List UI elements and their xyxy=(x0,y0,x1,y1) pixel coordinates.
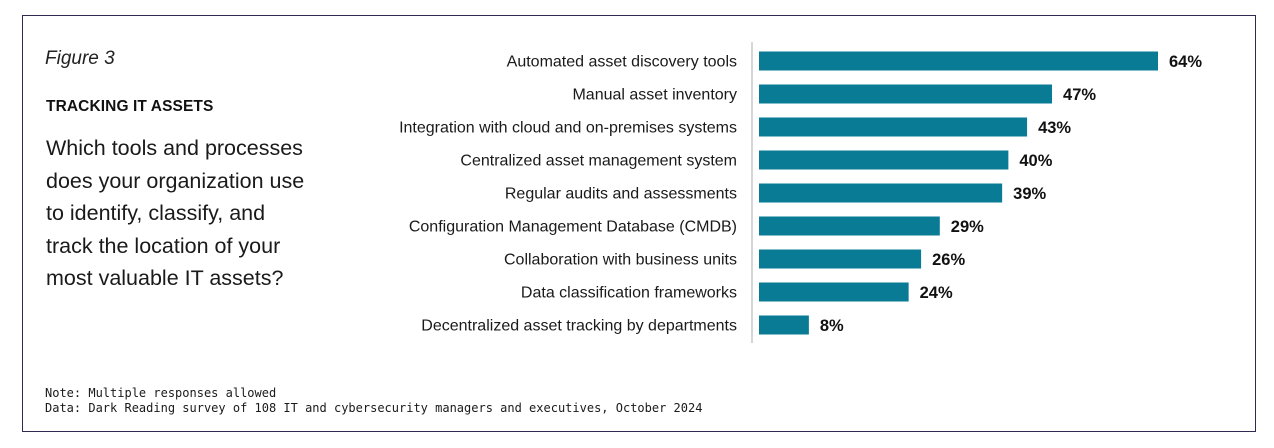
survey-question: Which tools and processes does your orga… xyxy=(46,132,356,295)
footnotes: Note: Multiple responses allowed Data: D… xyxy=(45,386,702,416)
category-label: Centralized asset management system xyxy=(460,153,737,170)
category-label: Manual asset inventory xyxy=(572,87,737,104)
value-label: 24% xyxy=(920,284,953,302)
value-label: 43% xyxy=(1038,119,1071,137)
category-label: Configuration Management Database (CMDB) xyxy=(409,219,737,236)
category-label: Regular audits and assessments xyxy=(505,186,737,203)
bar xyxy=(759,150,1009,170)
value-label: 26% xyxy=(932,251,965,269)
bar xyxy=(759,315,809,335)
question-line: most valuable IT assets? xyxy=(46,266,284,290)
section-title: TRACKING IT ASSETS xyxy=(46,98,214,115)
bar xyxy=(759,183,1003,203)
note-text: Note: Multiple responses allowed xyxy=(45,386,277,400)
bar xyxy=(759,282,909,302)
data-source-text: Data: Dark Reading survey of 108 IT and … xyxy=(45,401,703,415)
value-label: 64% xyxy=(1169,53,1202,71)
value-label: 8% xyxy=(820,317,844,335)
value-label: 47% xyxy=(1063,86,1096,104)
question-line: Which tools and processes xyxy=(46,136,303,160)
category-label: Automated asset discovery tools xyxy=(507,54,737,71)
category-label: Data classification frameworks xyxy=(521,285,737,302)
category-label: Integration with cloud and on-premises s… xyxy=(399,120,737,137)
bar xyxy=(759,216,940,236)
category-label: Collaboration with business units xyxy=(504,252,737,269)
bar xyxy=(759,51,1158,71)
value-label: 40% xyxy=(1019,152,1052,170)
figure-label: Figure 3 xyxy=(45,48,115,69)
value-label: 39% xyxy=(1013,185,1046,203)
category-label: Decentralized asset tracking by departme… xyxy=(421,318,737,335)
bar xyxy=(759,117,1028,137)
value-label: 29% xyxy=(951,218,984,236)
bar xyxy=(759,84,1053,104)
question-line: to identify, classify, and xyxy=(46,201,266,225)
bar xyxy=(759,249,922,269)
question-line: track the location of your xyxy=(46,233,281,258)
question-line: does your organization use xyxy=(46,168,305,193)
